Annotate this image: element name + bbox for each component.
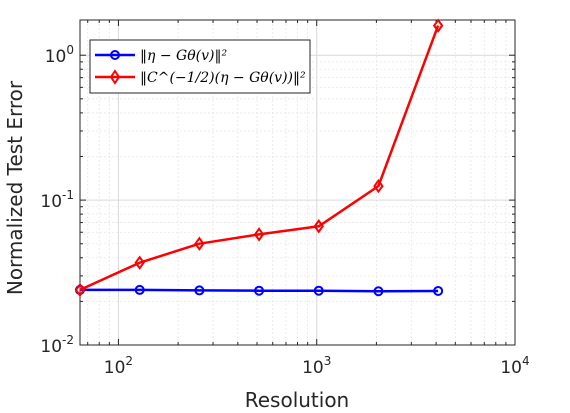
x-axis-label: Resolution [245,388,350,412]
x-tick-label: 104 [500,354,529,378]
ticks: 102 103 104 10-2 10-1 100 [40,20,530,378]
series-group [74,18,444,298]
legend-label-blue: ‖η − Gθ(v)‖² [140,48,227,64]
series-point-0 [313,285,324,296]
x-tick-label: 102 [104,354,133,378]
series-point-1 [432,18,444,33]
legend-marker-red [109,69,121,85]
y-tick-label: 10-1 [40,188,74,212]
series-point-0 [433,285,444,296]
y-tick-label: 10-2 [40,333,74,357]
series-point-0 [134,284,145,295]
legend: ‖η − Gθ(v)‖² ‖C^(−1/2)(η − Gθ(v))‖² [89,39,311,94]
y-axis-label: Normalized Test Error [3,80,27,295]
series-line-1 [79,25,440,292]
series-point-0 [254,285,265,296]
series-point-0 [194,285,205,296]
series-line-0 [80,288,439,293]
series-point-1 [313,219,324,234]
series-point-1 [194,236,205,251]
series-point-1 [74,282,86,298]
x-tick-label: 103 [302,354,331,378]
series-point-1 [373,178,384,194]
y-tick-label: 100 [45,43,74,67]
legend-marker-blue [110,50,120,60]
series-point-1 [134,255,145,270]
legend-box [89,39,311,94]
series-point-0 [373,286,384,297]
series-point-1 [253,227,265,242]
legend-label-red: ‖C^(−1/2)(η − Gθ(v))‖² [140,70,306,86]
